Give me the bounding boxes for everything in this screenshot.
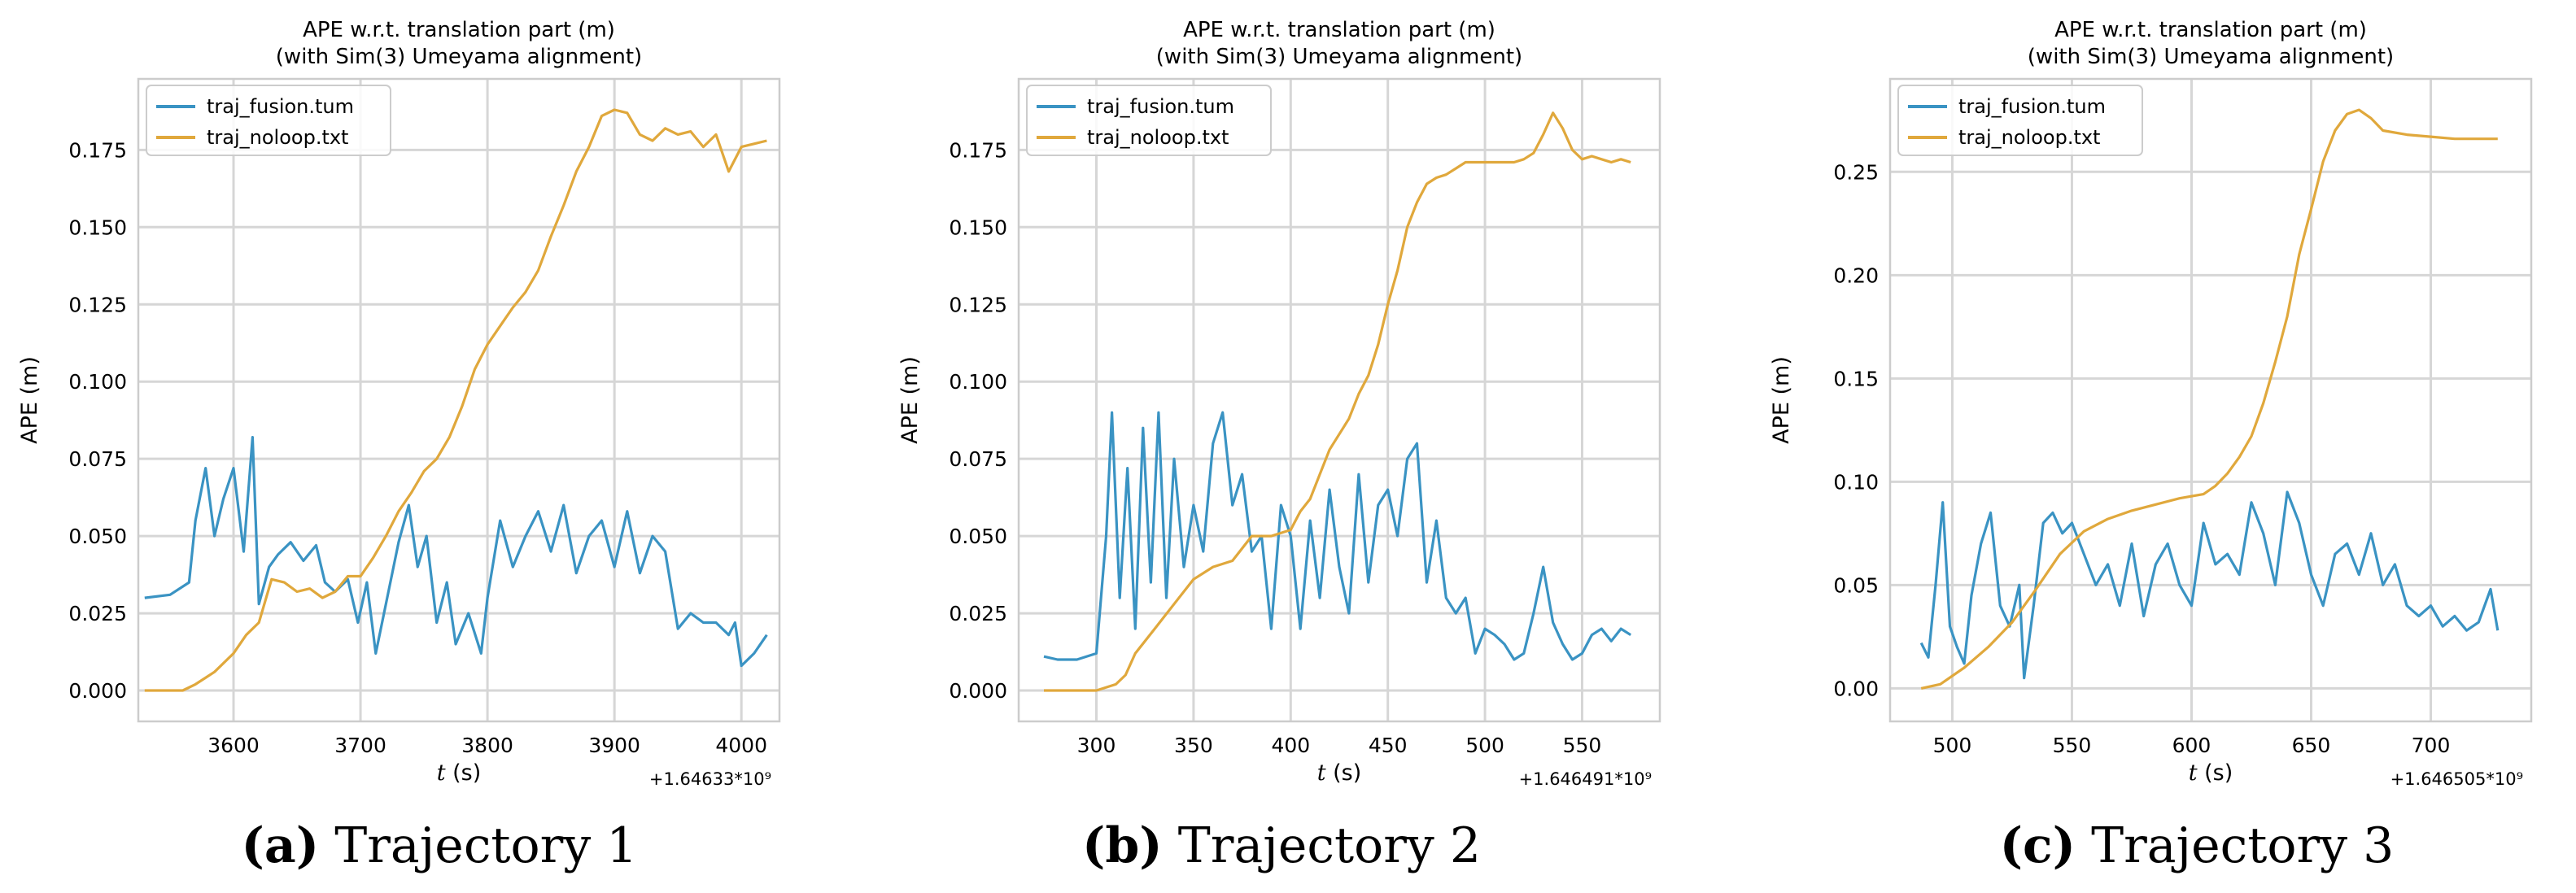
x-offset-label: +1.646505*10⁹ — [2390, 769, 2523, 789]
caption-text: Trajectory 2 — [1178, 817, 1481, 874]
legend: traj_fusion.tum traj_noloop.txt — [1897, 85, 2143, 156]
x-offset-label: +1.64633*10⁹ — [649, 769, 771, 789]
caption-space — [2076, 817, 2091, 874]
chart-panel-2: APE w.r.t. translation part (m) (with Sim… — [897, 18, 1661, 874]
y-tick-label: 0.075 — [68, 447, 127, 471]
y-tick-label: 0.15 — [1833, 367, 1879, 390]
caption-letter: (c) — [2000, 817, 2076, 874]
caption-space — [319, 817, 334, 874]
y-axis-label: APE (m) — [897, 356, 923, 444]
x-tick-label: 600 — [2172, 734, 2211, 757]
legend: traj_fusion.tum traj_noloop.txt — [146, 85, 391, 156]
caption-text: Trajectory 3 — [2091, 817, 2394, 874]
series-line-noloop — [1044, 111, 1631, 692]
x-tick-label: 450 — [1369, 734, 1408, 757]
series-line-noloop — [1920, 108, 2498, 690]
x-tick-label: 3600 — [207, 734, 260, 757]
y-tick-label: 0.20 — [1833, 264, 1879, 287]
legend-box — [1026, 85, 1272, 156]
caption-space — [1163, 817, 1178, 874]
legend: traj_fusion.tum traj_noloop.txt — [1026, 85, 1272, 156]
y-tick-label: 0.000 — [68, 679, 127, 703]
y-tick-label: 0.075 — [949, 447, 1007, 471]
caption-text: Trajectory 1 — [334, 817, 637, 874]
legend-box — [1897, 85, 2143, 156]
y-tick-label: 0.025 — [949, 602, 1007, 625]
x-tick-label: 300 — [1077, 734, 1116, 757]
y-tick-label: 0.050 — [68, 525, 127, 548]
plot-frame — [1017, 77, 1661, 723]
caption-letter: (a) — [242, 817, 320, 874]
series-line-noloop — [144, 108, 767, 692]
subfigure-caption: (a) Trajectory 1 — [242, 817, 638, 874]
chart-title-line2: (with Sim(3) Umeyama alignment) — [1156, 45, 1522, 69]
series-line-fusion — [1043, 411, 1632, 661]
x-tick-label: 3700 — [334, 734, 386, 757]
chart-title-line1: APE w.r.t. translation part (m) — [1183, 18, 1495, 42]
series-line-fusion — [1919, 490, 2500, 680]
chart-title-line1: APE w.r.t. translation part (m) — [303, 18, 615, 42]
y-tick-label: 0.10 — [1833, 470, 1879, 494]
x-offset-label: +1.646491*10⁹ — [1519, 769, 1652, 789]
plot-frame — [137, 77, 781, 723]
subfigure-caption: (b) Trajectory 2 — [1082, 817, 1481, 874]
x-axis-label-var: t — [2189, 760, 2198, 786]
y-tick-label: 0.125 — [68, 293, 127, 316]
y-tick-label: 0.25 — [1833, 160, 1879, 184]
chart-title-line2: (with Sim(3) Umeyama alignment) — [2028, 45, 2394, 69]
chart-panel-3: APE w.r.t. translation part (m) (with Sim… — [1769, 18, 2533, 874]
x-tick-label: 400 — [1271, 734, 1310, 757]
x-tick-label: 3800 — [461, 734, 513, 757]
y-tick-label: 0.150 — [949, 216, 1007, 239]
x-axis-label-unit: (s) — [446, 760, 482, 786]
x-axis-label-unit: (s) — [1326, 760, 1362, 786]
plot-frame — [1888, 77, 2533, 723]
y-tick-label: 0.00 — [1833, 677, 1879, 700]
x-axis-label-var: t — [437, 760, 446, 786]
x-axis-label-unit: (s) — [2198, 760, 2233, 786]
chart-panel-1: APE w.r.t. translation part (m) (with Sim… — [17, 18, 781, 874]
x-axis-label-var: t — [1317, 760, 1326, 786]
x-axis-label: t (s) — [2189, 760, 2233, 786]
x-tick-label: 350 — [1174, 734, 1213, 757]
y-tick-label: 0.100 — [68, 370, 127, 394]
y-tick-label: 0.050 — [949, 525, 1007, 548]
y-tick-label: 0.175 — [68, 138, 127, 162]
legend-label-fusion: traj_fusion.tum — [1958, 95, 2106, 118]
x-tick-label: 500 — [1465, 734, 1504, 757]
y-tick-label: 0.000 — [949, 679, 1007, 703]
legend-label-noloop: traj_noloop.txt — [1087, 126, 1229, 149]
legend-box — [146, 85, 391, 156]
y-axis-label: APE (m) — [17, 356, 42, 444]
chart-title-line1: APE w.r.t. translation part (m) — [2054, 18, 2367, 42]
legend-label-fusion: traj_fusion.tum — [207, 95, 354, 118]
x-axis-label: t (s) — [1317, 760, 1362, 786]
caption-letter: (b) — [1082, 817, 1163, 874]
x-axis-label: t (s) — [437, 760, 482, 786]
x-tick-label: 550 — [2053, 734, 2092, 757]
x-tick-label: 700 — [2412, 734, 2451, 757]
x-tick-label: 500 — [1933, 734, 1972, 757]
x-tick-label: 550 — [1563, 734, 1602, 757]
y-axis-label: APE (m) — [1769, 356, 1794, 444]
y-tick-label: 0.125 — [949, 293, 1007, 316]
y-tick-label: 0.100 — [949, 370, 1007, 394]
y-tick-label: 0.05 — [1833, 573, 1879, 597]
subfigure-caption: (c) Trajectory 3 — [2000, 817, 2395, 874]
y-tick-label: 0.025 — [68, 602, 127, 625]
y-tick-label: 0.150 — [68, 216, 127, 239]
legend-label-fusion: traj_fusion.tum — [1087, 95, 1234, 118]
legend-label-noloop: traj_noloop.txt — [207, 126, 348, 149]
y-tick-label: 0.175 — [949, 138, 1007, 162]
x-tick-label: 4000 — [715, 734, 767, 757]
x-tick-label: 3900 — [588, 734, 640, 757]
chart-title-line2: (with Sim(3) Umeyama alignment) — [276, 45, 642, 69]
legend-label-noloop: traj_noloop.txt — [1958, 126, 2100, 149]
series-line-fusion — [144, 436, 768, 668]
x-tick-label: 650 — [2292, 734, 2331, 757]
